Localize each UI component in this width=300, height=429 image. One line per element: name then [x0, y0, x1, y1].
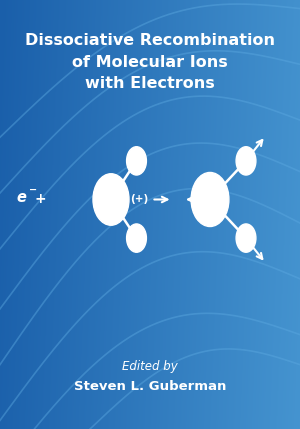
Text: Edited by: Edited by — [122, 360, 178, 373]
Text: with Electrons: with Electrons — [85, 76, 215, 91]
Circle shape — [93, 174, 129, 225]
Text: −: − — [29, 185, 37, 195]
Circle shape — [127, 147, 146, 175]
Text: (+): (+) — [130, 194, 149, 205]
Text: +: + — [34, 193, 46, 206]
Circle shape — [191, 172, 229, 227]
Text: of Molecular Ions: of Molecular Ions — [72, 55, 228, 69]
Circle shape — [236, 147, 256, 175]
Text: Steven L. Guberman: Steven L. Guberman — [74, 380, 226, 393]
Text: Dissociative Recombination: Dissociative Recombination — [25, 33, 275, 48]
Circle shape — [236, 224, 256, 252]
Text: e: e — [16, 190, 26, 205]
Circle shape — [127, 224, 146, 252]
